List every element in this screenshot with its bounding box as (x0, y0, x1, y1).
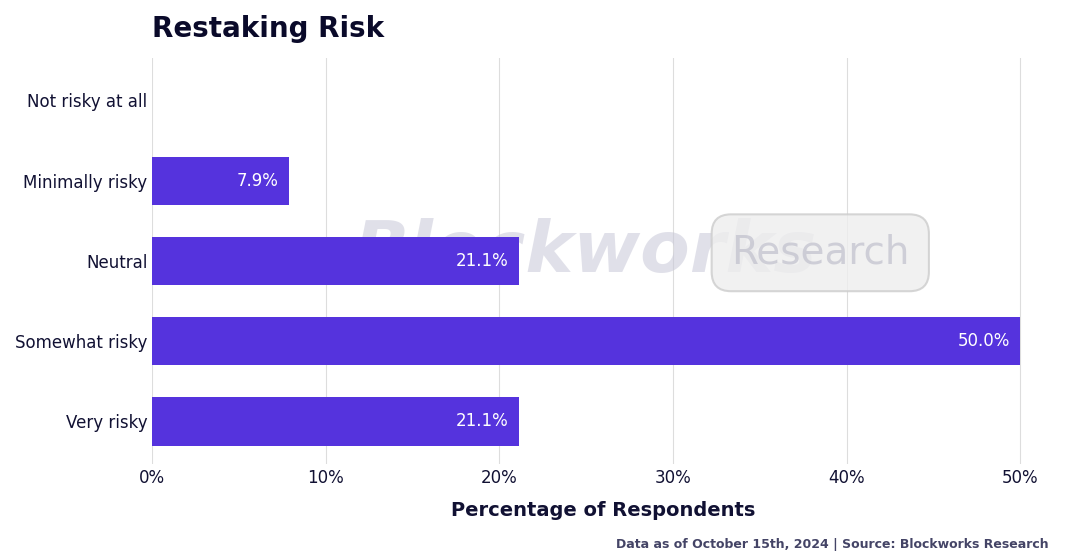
Text: Research: Research (731, 234, 910, 272)
Text: 21.1%: 21.1% (456, 412, 508, 431)
Text: Blockworks: Blockworks (354, 218, 817, 287)
Bar (152, 237, 519, 285)
Text: Restaking Risk: Restaking Risk (152, 15, 384, 43)
Text: 50.0%: 50.0% (958, 332, 1010, 350)
Text: Data as of October 15th, 2024 | Source: Blockworks Research: Data as of October 15th, 2024 | Source: … (616, 539, 1049, 551)
Bar (152, 157, 289, 205)
Text: 7.9%: 7.9% (238, 172, 279, 189)
Bar (152, 397, 519, 446)
Text: 21.1%: 21.1% (456, 252, 508, 270)
X-axis label: Percentage of Respondents: Percentage of Respondents (452, 501, 755, 520)
Bar (152, 317, 1021, 365)
